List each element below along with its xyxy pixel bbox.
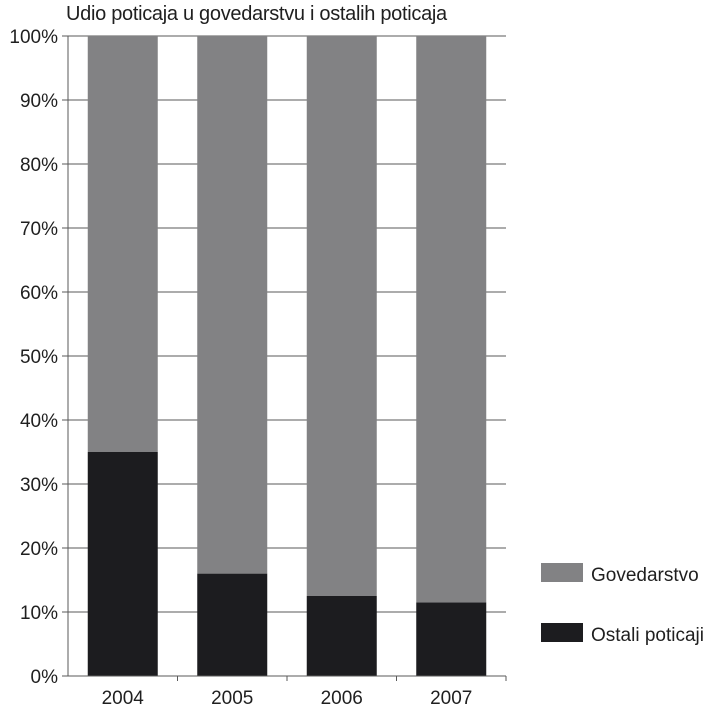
- legend-swatch-govedarstvo: [541, 563, 583, 582]
- x-category-label: 2006: [321, 688, 363, 709]
- bar-ostali-poticaji-2007: [416, 602, 487, 676]
- y-tick-label: 10%: [20, 603, 58, 624]
- x-category-label: 2007: [430, 688, 472, 709]
- y-tick-labels: 0% 10% 20% 30% 40% 50% 60% 70% 80% 90% 100%: [9, 27, 58, 688]
- y-tick-label: 50%: [20, 347, 58, 368]
- bar-govedarstvo-2004: [87, 36, 158, 452]
- legend-swatch-ostali-poticaji: [541, 623, 583, 642]
- bar-govedarstvo-2006: [306, 36, 377, 596]
- y-tick-label: 100%: [9, 27, 58, 48]
- y-tick-label: 20%: [20, 539, 58, 560]
- bar-ostali-poticaji-2005: [197, 573, 268, 676]
- y-tick-label: 0%: [31, 667, 59, 688]
- axes: [62, 35, 507, 681]
- y-tick-label: 90%: [20, 91, 58, 112]
- legend: Govedarstvo Ostali poticaji: [541, 563, 704, 646]
- chart-title: Udio poticaja u govedarstvu i ostalih po…: [66, 3, 447, 25]
- x-category-labels: 2004 2005 2006 2007: [102, 688, 473, 709]
- legend-label-govedarstvo: Govedarstvo: [591, 565, 699, 586]
- y-tick-label: 60%: [20, 283, 58, 304]
- legend-label-ostali-poticaji: Ostali poticaji: [591, 625, 704, 646]
- bars: [87, 36, 487, 676]
- bar-govedarstvo-2005: [197, 36, 268, 574]
- y-tick-label: 40%: [20, 411, 58, 432]
- x-category-label: 2004: [102, 688, 145, 709]
- y-tick-label: 80%: [20, 155, 58, 176]
- bar-ostali-poticaji-2004: [87, 452, 158, 676]
- y-tick-label: 70%: [20, 219, 58, 240]
- x-category-label: 2005: [211, 688, 253, 709]
- bar-govedarstvo-2007: [416, 36, 487, 603]
- bar-ostali-poticaji-2006: [306, 596, 377, 676]
- y-tick-label: 30%: [20, 475, 58, 496]
